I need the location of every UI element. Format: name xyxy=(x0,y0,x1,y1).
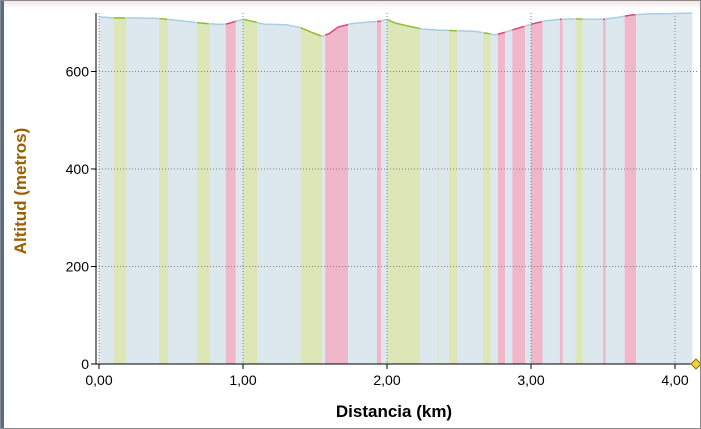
segment-band-descent xyxy=(575,13,583,364)
profile-segment-flat xyxy=(257,21,301,29)
x-tick-label: 4,00 xyxy=(661,372,688,388)
grid-lines xyxy=(96,13,698,364)
x-tick-label: 2,00 xyxy=(373,372,400,388)
profile-segment-flat xyxy=(636,12,693,16)
profile-segment-descent xyxy=(386,18,421,30)
segment-band-ascent xyxy=(512,13,526,364)
profile-segment-flat xyxy=(457,29,483,34)
segment-band-descent xyxy=(483,13,491,364)
profile-segment-ascent xyxy=(324,23,349,36)
segment-band-ascent xyxy=(325,13,349,364)
y-tick-label: 200 xyxy=(66,259,90,275)
segment-band-ascent xyxy=(497,13,506,364)
segment-band-descent xyxy=(448,13,458,364)
segment-band-flat xyxy=(562,13,576,364)
profile-segment-flat xyxy=(542,18,560,23)
end-marker[interactable] xyxy=(690,358,700,370)
sky-mask xyxy=(96,13,698,37)
segment-band-flat xyxy=(257,13,301,364)
profile-segment-descent xyxy=(300,26,322,37)
segment-band-descent xyxy=(300,13,323,364)
segment-band-flat xyxy=(636,13,693,364)
x-tick-label: 0,00 xyxy=(85,372,112,388)
x-tick-label: 3,00 xyxy=(517,372,544,388)
y-tick-label: 400 xyxy=(66,161,90,177)
profile-segment-flat xyxy=(524,23,531,27)
segment-band-flat xyxy=(490,13,498,364)
y-tick-labels: 0 200 400 600 xyxy=(66,64,90,373)
segment-band-ascent xyxy=(225,13,236,364)
profile-segment-ascent xyxy=(376,20,382,23)
profile-segment-descent xyxy=(196,21,209,25)
segment-band-flat xyxy=(582,13,603,364)
segment-band-ascent xyxy=(624,13,637,364)
segment-band-descent xyxy=(437,13,439,364)
segment-band-flat xyxy=(505,13,513,364)
segment-band-flat xyxy=(126,13,160,364)
x-tick-labels: 0,00 1,00 2,00 3,00 4,00 xyxy=(85,372,688,388)
segment-band-flat xyxy=(605,13,625,364)
profile-segment-ascent xyxy=(530,20,543,25)
segment-band-flat xyxy=(99,13,114,364)
segment-band-flat xyxy=(322,13,326,364)
segment-band-flat xyxy=(381,13,387,364)
profile-segment-flat xyxy=(98,16,113,19)
segment-band-flat xyxy=(168,13,197,364)
profile-segment-flat xyxy=(321,34,325,38)
segment-band-flat xyxy=(457,13,484,364)
segment-band-descent xyxy=(243,13,258,364)
segment-band-descent xyxy=(387,13,421,364)
window-edge xyxy=(1,1,4,428)
segment-band-descent xyxy=(196,13,210,364)
profile-segment-ascent xyxy=(624,13,636,17)
profile-segment-flat xyxy=(126,17,160,20)
segment-band-flat xyxy=(235,13,243,364)
top-strip xyxy=(1,1,700,9)
segment-band-flat xyxy=(542,13,560,364)
profile-segment-descent xyxy=(159,17,168,21)
segment-band-ascent xyxy=(531,13,543,364)
segment-band-descent xyxy=(159,13,169,364)
profile-segment-flat xyxy=(419,27,438,31)
segment-band-ascent xyxy=(559,13,563,364)
profile-segment-ascent xyxy=(512,25,525,31)
segment-band-flat xyxy=(420,13,438,364)
x-tick-label: 1,00 xyxy=(229,372,256,388)
profile-segment-descent xyxy=(483,31,491,35)
elevation-line xyxy=(98,12,693,38)
profile-segment-ascent xyxy=(225,20,236,25)
profile-segment-flat xyxy=(235,18,244,23)
segment-band-ascent xyxy=(376,13,382,364)
profile-segment-flat xyxy=(209,22,225,25)
profile-segment-flat xyxy=(605,15,625,20)
segment-band-descent xyxy=(113,13,127,364)
segment-band-ascent xyxy=(603,13,606,364)
segment-band-flat xyxy=(209,13,226,364)
y-tick-label: 600 xyxy=(66,64,90,80)
profile-segment-descent xyxy=(242,18,258,24)
profile-segment-flat xyxy=(504,29,513,33)
segment-band-flat xyxy=(438,13,449,364)
ticks xyxy=(91,71,676,369)
profile-segment-ascent xyxy=(497,31,506,35)
segment-band-flat xyxy=(525,13,531,364)
segment-band-flat xyxy=(348,13,377,364)
profile-segment-flat xyxy=(347,20,377,26)
segment-bands xyxy=(99,13,693,364)
profile-segment-flat xyxy=(167,18,197,24)
profile-segment-flat xyxy=(490,33,498,36)
y-tick-label: 0 xyxy=(81,356,89,372)
x-axis-title: Distancia (km) xyxy=(336,402,452,421)
y-axis-title: Altitud (metros) xyxy=(11,128,30,255)
profile-segment-flat xyxy=(380,18,387,22)
